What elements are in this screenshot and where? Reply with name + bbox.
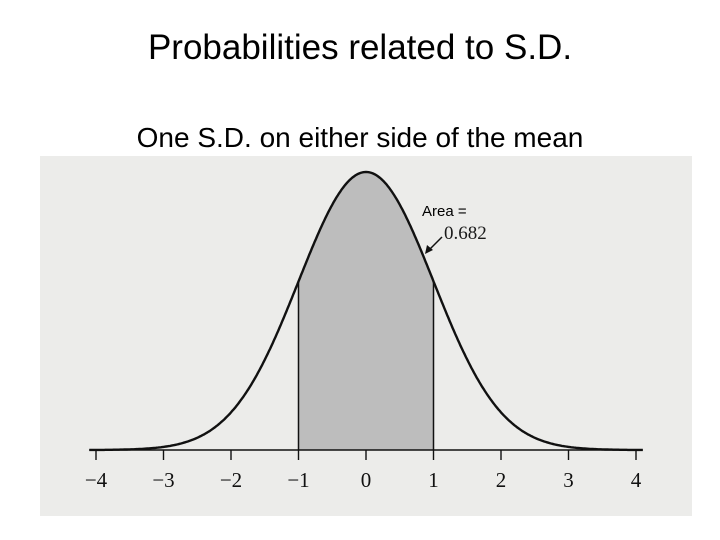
slide-subtitle: One S.D. on either side of the mean [136, 122, 584, 153]
area-value: 0.682 [444, 223, 487, 244]
x-tick-label: −2 [220, 468, 242, 492]
x-tick-label: 0 [361, 468, 372, 492]
x-tick-label: 2 [496, 468, 507, 492]
x-tick-label: 3 [563, 468, 574, 492]
area-label: Area = [422, 203, 467, 220]
shaded-area [298, 172, 434, 450]
x-tick-label: −3 [152, 468, 174, 492]
x-tick-label: 4 [631, 468, 642, 492]
slide-title: Probabilities related to S.D. [147, 28, 573, 67]
normal-curve [89, 170, 643, 452]
x-tick-label: −1 [287, 468, 309, 492]
x-tick-label: 1 [428, 468, 439, 492]
x-tick-label: −4 [85, 468, 108, 492]
pointer-arrowhead [425, 245, 433, 254]
